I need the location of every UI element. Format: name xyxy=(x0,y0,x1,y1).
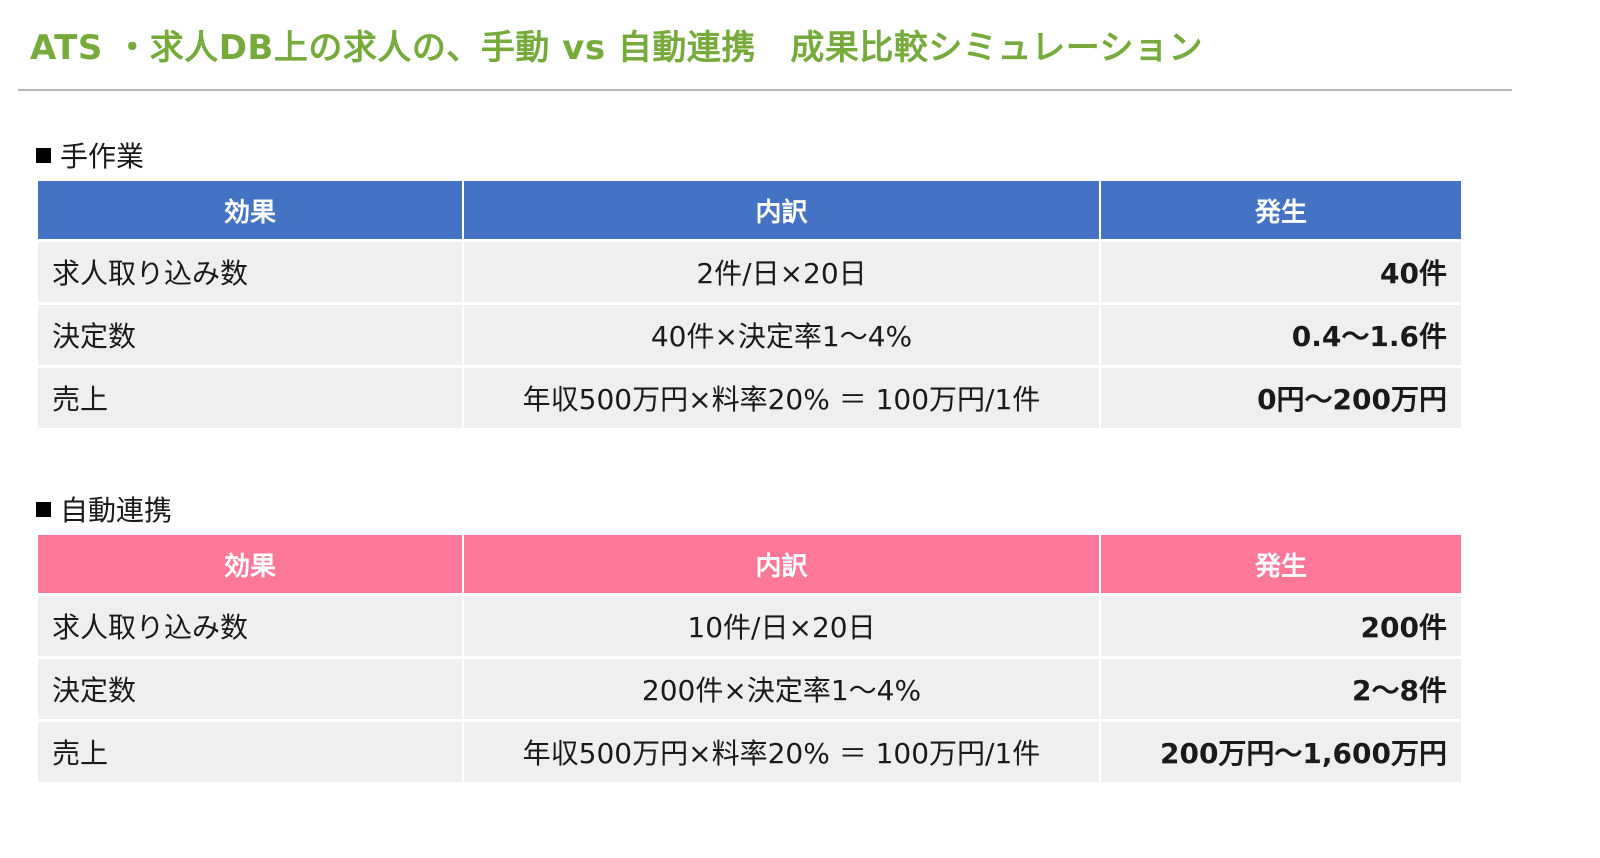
table-row: 売上 年収500万円×料率20% ＝ 100万円/1件 0円～200万円 xyxy=(38,365,1461,428)
table-row: 決定数 200件×決定率1～4% 2～8件 xyxy=(38,656,1461,719)
table-row: 決定数 40件×決定率1～4% 0.4～1.6件 xyxy=(38,302,1461,365)
cell-effect: 求人取り込み数 xyxy=(38,239,464,302)
cell-breakdown: 年収500万円×料率20% ＝ 100万円/1件 xyxy=(464,719,1101,782)
cell-occurrence: 200件 xyxy=(1101,593,1461,656)
header-breakdown: 内訳 xyxy=(464,181,1101,239)
header-effect: 効果 xyxy=(38,535,464,593)
table-row: 売上 年収500万円×料率20% ＝ 100万円/1件 200万円～1,600万… xyxy=(38,719,1461,782)
cell-occurrence: 2～8件 xyxy=(1101,656,1461,719)
bullet-square-icon xyxy=(36,501,51,517)
auto-results-table: 効果 内訳 発生 求人取り込み数 10件/日×20日 200件 決定数 200件… xyxy=(38,535,1461,782)
cell-occurrence: 0.4～1.6件 xyxy=(1101,302,1461,365)
cell-occurrence: 0円～200万円 xyxy=(1101,365,1461,428)
cell-breakdown: 200件×決定率1～4% xyxy=(464,656,1101,719)
cell-effect: 売上 xyxy=(38,719,464,782)
header-occurrence: 発生 xyxy=(1101,181,1461,239)
header-occurrence: 発生 xyxy=(1101,535,1461,593)
cell-effect: 決定数 xyxy=(38,656,464,719)
cell-effect: 売上 xyxy=(38,365,464,428)
cell-effect: 決定数 xyxy=(38,302,464,365)
header-effect: 効果 xyxy=(38,181,464,239)
page-title: ATS ・求人DB上の求人の、手動 vs 自動連携 成果比較シミュレーション xyxy=(30,28,1204,68)
table-row: 求人取り込み数 10件/日×20日 200件 xyxy=(38,593,1461,656)
section-label-manual: 手作業 xyxy=(36,135,144,175)
cell-occurrence: 40件 xyxy=(1101,239,1461,302)
section-label-text: 自動連携 xyxy=(60,494,173,527)
cell-breakdown: 年収500万円×料率20% ＝ 100万円/1件 xyxy=(464,365,1101,428)
manual-results-table: 効果 内訳 発生 求人取り込み数 2件/日×20日 40件 決定数 40件×決定… xyxy=(38,181,1461,428)
table-row: 求人取り込み数 2件/日×20日 40件 xyxy=(38,239,1461,302)
table-header-row: 効果 内訳 発生 xyxy=(38,181,1461,239)
section-label-auto: 自動連携 xyxy=(36,489,172,529)
table-header-row: 効果 内訳 発生 xyxy=(38,535,1461,593)
section-label-text: 手作業 xyxy=(60,140,145,173)
bullet-square-icon xyxy=(36,147,51,163)
cell-breakdown: 40件×決定率1～4% xyxy=(464,302,1101,365)
title-divider xyxy=(18,89,1512,91)
header-breakdown: 内訳 xyxy=(464,535,1101,593)
cell-breakdown: 2件/日×20日 xyxy=(464,239,1101,302)
cell-occurrence: 200万円～1,600万円 xyxy=(1101,719,1461,782)
cell-effect: 求人取り込み数 xyxy=(38,593,464,656)
cell-breakdown: 10件/日×20日 xyxy=(464,593,1101,656)
